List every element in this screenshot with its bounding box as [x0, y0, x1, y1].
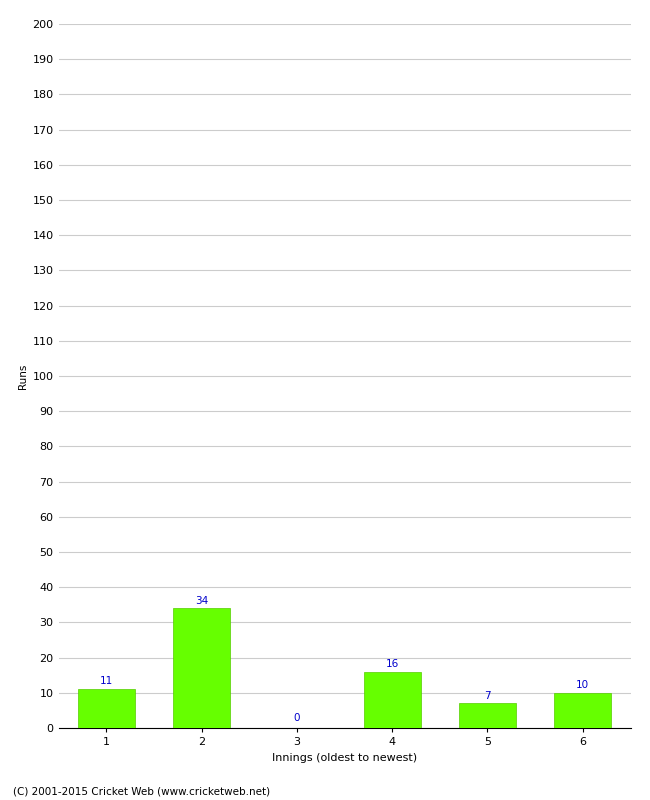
X-axis label: Innings (oldest to newest): Innings (oldest to newest) — [272, 753, 417, 762]
Text: 10: 10 — [577, 680, 590, 690]
Text: 16: 16 — [385, 659, 399, 669]
Y-axis label: Runs: Runs — [18, 363, 29, 389]
Text: 11: 11 — [99, 677, 113, 686]
Bar — [363, 672, 421, 728]
Bar — [554, 693, 612, 728]
Text: 34: 34 — [195, 595, 208, 606]
Bar — [173, 608, 230, 728]
Bar — [77, 690, 135, 728]
Text: 0: 0 — [294, 713, 300, 722]
Bar — [459, 703, 516, 728]
Text: 7: 7 — [484, 690, 491, 701]
Text: (C) 2001-2015 Cricket Web (www.cricketweb.net): (C) 2001-2015 Cricket Web (www.cricketwe… — [13, 786, 270, 796]
